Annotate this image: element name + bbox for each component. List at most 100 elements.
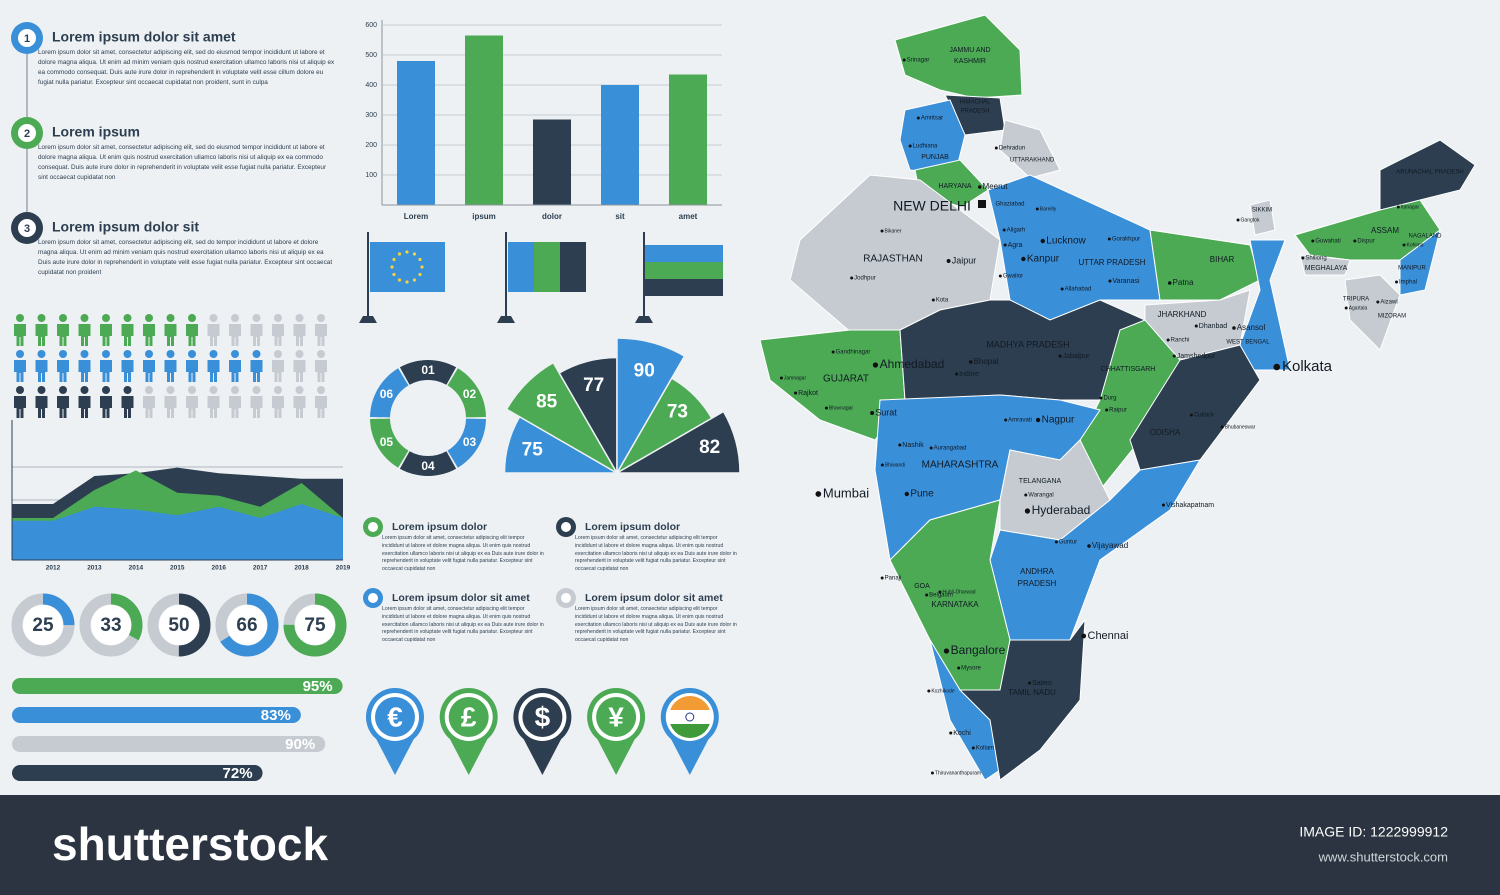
- person-body: [78, 324, 91, 346]
- people-row: [14, 350, 327, 382]
- y-tick-label: 100: [365, 172, 377, 179]
- person-head: [274, 314, 282, 322]
- map-label: Hyderabad: [1032, 503, 1091, 517]
- map-label: Kollam: [976, 746, 994, 752]
- city-dot: [1107, 237, 1111, 241]
- donut-label: 50: [168, 615, 189, 636]
- x-tick-label: 2017: [253, 565, 268, 572]
- ring-label: 05: [380, 435, 394, 449]
- person-body: [14, 396, 26, 418]
- step-title: Lorem ipsum dolor sit amet: [52, 29, 236, 45]
- city-dot: [908, 144, 912, 148]
- city-dot: [880, 229, 884, 233]
- city-dot: [1028, 681, 1032, 685]
- x-tick-label: 2013: [87, 565, 102, 572]
- map-label: Guntur: [1059, 540, 1077, 546]
- map-region: [1379, 139, 1476, 211]
- person-body: [293, 360, 306, 382]
- city-dot: [880, 463, 884, 467]
- progress-bar: [12, 765, 263, 781]
- person-body: [250, 360, 263, 382]
- block-title: Lorem ipsum dolor sit amet: [585, 592, 723, 604]
- person-body: [250, 324, 263, 346]
- map-label: Kochi: [953, 730, 971, 737]
- person-head: [102, 314, 110, 322]
- map-label: SIKKIM: [1252, 208, 1272, 214]
- donut-label: 75: [304, 615, 326, 636]
- person-head: [252, 314, 261, 322]
- city-dot: [902, 58, 906, 62]
- bar: [533, 119, 571, 205]
- step-number: 3: [24, 223, 30, 235]
- map-label: Gandhinagar: [836, 350, 871, 356]
- step-body-box: Lorem ipsum dolor sit amet, consectetur …: [38, 239, 332, 276]
- map-label: Bangalore: [951, 643, 1006, 657]
- flag-stripe: [534, 242, 560, 292]
- city-dot: [779, 376, 783, 380]
- city-dot: [1236, 218, 1240, 222]
- footer-band: [0, 795, 1500, 895]
- map-label: Jodhpur: [854, 276, 876, 282]
- ring-label: 01: [421, 363, 435, 377]
- map-label: Chennai: [1088, 630, 1129, 642]
- footer-url: www.shutterstock.com: [1318, 849, 1448, 864]
- block-icon-inner: [368, 522, 378, 532]
- block-body: Lorem ipsum dolor sit amet, consectetur …: [575, 606, 737, 644]
- person-head: [37, 350, 46, 358]
- x-tick-label: 2018: [294, 565, 309, 572]
- city-dot: [1167, 281, 1172, 285]
- bar: [601, 85, 639, 205]
- person-body: [164, 360, 177, 382]
- map-label: Pune: [910, 489, 934, 500]
- map-label: Mysore: [961, 666, 981, 672]
- person-body: [164, 396, 177, 418]
- person-head: [166, 386, 175, 394]
- map-label: NEW DELHI: [893, 198, 971, 214]
- city-dot: [977, 185, 982, 189]
- fan-segment: [505, 361, 620, 476]
- donut-arc: [215, 593, 279, 657]
- person-body: [315, 324, 327, 346]
- step-inner: [18, 219, 36, 237]
- capital-marker: [978, 200, 986, 208]
- image-id: IMAGE ID: 1222999912: [1299, 824, 1448, 840]
- city-dot: [880, 576, 884, 580]
- person-head: [16, 350, 24, 358]
- city-dot: [1394, 280, 1398, 284]
- city-dot: [994, 146, 998, 150]
- donut-center: [295, 605, 335, 645]
- x-tick-label: Lorem: [404, 212, 428, 221]
- map-label: ANDHRA: [1020, 567, 1054, 576]
- city-dot: [1040, 238, 1045, 244]
- city-dot: [955, 372, 959, 376]
- block-body-box: Lorem ipsum dolor sit amet, consectetur …: [382, 535, 544, 572]
- map-label: Rajkot: [798, 390, 818, 397]
- city-dot: [1108, 279, 1112, 283]
- city-dot: [1353, 239, 1357, 243]
- map-label: Aligarh: [1007, 228, 1026, 234]
- person-head: [209, 386, 218, 394]
- person-body: [14, 360, 26, 382]
- map-label: Itanagar: [1401, 204, 1420, 210]
- map-label: MAHARASHTRA: [922, 460, 999, 471]
- progress-bar: [12, 678, 343, 694]
- city-dot: [870, 411, 875, 415]
- map-label: MADHYA PRADESH: [986, 339, 1069, 349]
- map-label: Surat: [875, 407, 897, 417]
- map-label: Allahabad: [1065, 287, 1092, 293]
- ring-segment: [370, 418, 409, 468]
- donut-arc: [283, 593, 347, 657]
- fan-label: 75: [522, 439, 544, 460]
- person-head: [188, 350, 196, 358]
- city-dot: [831, 350, 835, 354]
- step-inner: [18, 29, 36, 47]
- city-dot: [1021, 256, 1026, 262]
- city-dot: [931, 298, 935, 302]
- step-title: Lorem ipsum: [52, 124, 140, 140]
- person-head: [274, 386, 282, 394]
- progress-bar: [12, 707, 301, 723]
- map-label: Varanasi: [1112, 278, 1140, 285]
- background: [0, 0, 1500, 795]
- donut-label: 25: [32, 615, 54, 636]
- person-head: [317, 314, 325, 322]
